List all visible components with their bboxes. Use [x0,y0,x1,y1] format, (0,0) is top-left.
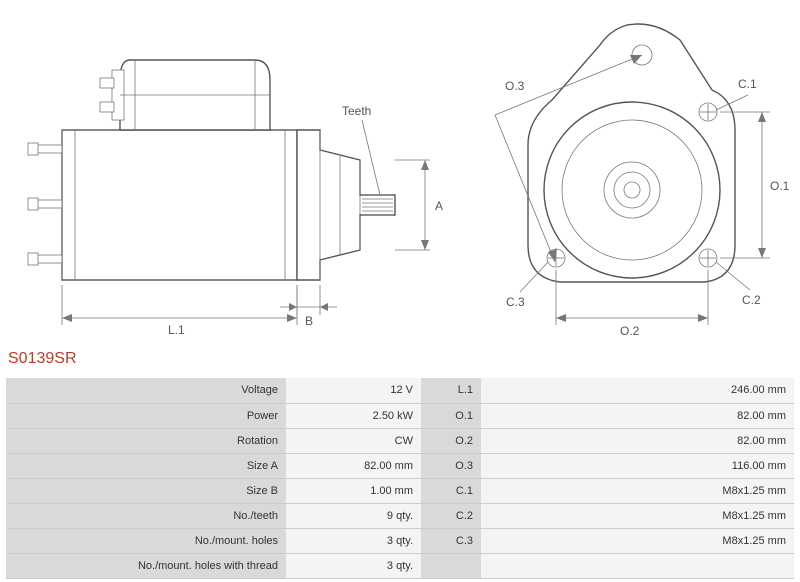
spec-label: No./mount. holes with thread [6,553,286,578]
spec-value: 82.00 mm [481,428,794,453]
spec-value: 2.50 kW [286,403,421,428]
spec-table: Voltage12 VL.1246.00 mmPower2.50 kWO.182… [6,378,794,579]
spec-value: 12 V [286,378,421,403]
spec-label: O.1 [421,403,481,428]
label-O1: O.1 [770,179,790,193]
part-number: S0139SR [8,350,77,368]
spec-value: 116.00 mm [481,453,794,478]
label-teeth: Teeth [342,104,371,118]
side-view: Teeth A L.1 [28,60,443,337]
page: Teeth A L.1 [0,0,800,582]
spec-label: C.1 [421,478,481,503]
spec-row: Voltage12 VL.1246.00 mm [6,378,794,403]
spec-row: No./mount. holes3 qty.C.3M8x1.25 mm [6,528,794,553]
spec-label: No./mount. holes [6,528,286,553]
diagram-svg: Teeth A L.1 [0,0,800,350]
label-C2: C.2 [742,293,761,307]
spec-label: O.2 [421,428,481,453]
label-L1: L.1 [168,323,185,337]
spec-row: Power2.50 kWO.182.00 mm [6,403,794,428]
spec-value: 82.00 mm [286,453,421,478]
spec-value: M8x1.25 mm [481,478,794,503]
label-O2: O.2 [620,324,640,338]
front-view: O.3 C.1 O.1 C.2 C.3 [495,24,790,338]
spec-value: M8x1.25 mm [481,503,794,528]
label-B: B [305,314,313,328]
label-O3: O.3 [505,79,525,93]
label-C1: C.1 [738,77,757,91]
spec-label: Size B [6,478,286,503]
label-C3: C.3 [506,295,525,309]
spec-label: L.1 [421,378,481,403]
spec-value [481,553,794,578]
spec-value: 9 qty. [286,503,421,528]
spec-value: M8x1.25 mm [481,528,794,553]
spec-label: No./teeth [6,503,286,528]
spec-value: 3 qty. [286,528,421,553]
spec-label: C.2 [421,503,481,528]
spec-row: RotationCWO.282.00 mm [6,428,794,453]
label-A: A [435,199,443,213]
spec-value: 82.00 mm [481,403,794,428]
spec-label: C.3 [421,528,481,553]
spec-label: Size A [6,453,286,478]
spec-value: 246.00 mm [481,378,794,403]
spec-row: No./teeth9 qty.C.2M8x1.25 mm [6,503,794,528]
spec-value: 1.00 mm [286,478,421,503]
spec-value: CW [286,428,421,453]
spec-row: Size B1.00 mmC.1M8x1.25 mm [6,478,794,503]
spec-row: Size A82.00 mmO.3116.00 mm [6,453,794,478]
spec-label [421,553,481,578]
spec-row: No./mount. holes with thread3 qty. [6,553,794,578]
technical-diagram: Teeth A L.1 [0,0,800,350]
spec-value: 3 qty. [286,553,421,578]
spec-label: Rotation [6,428,286,453]
spec-label: O.3 [421,453,481,478]
spec-label: Voltage [6,378,286,403]
spec-label: Power [6,403,286,428]
